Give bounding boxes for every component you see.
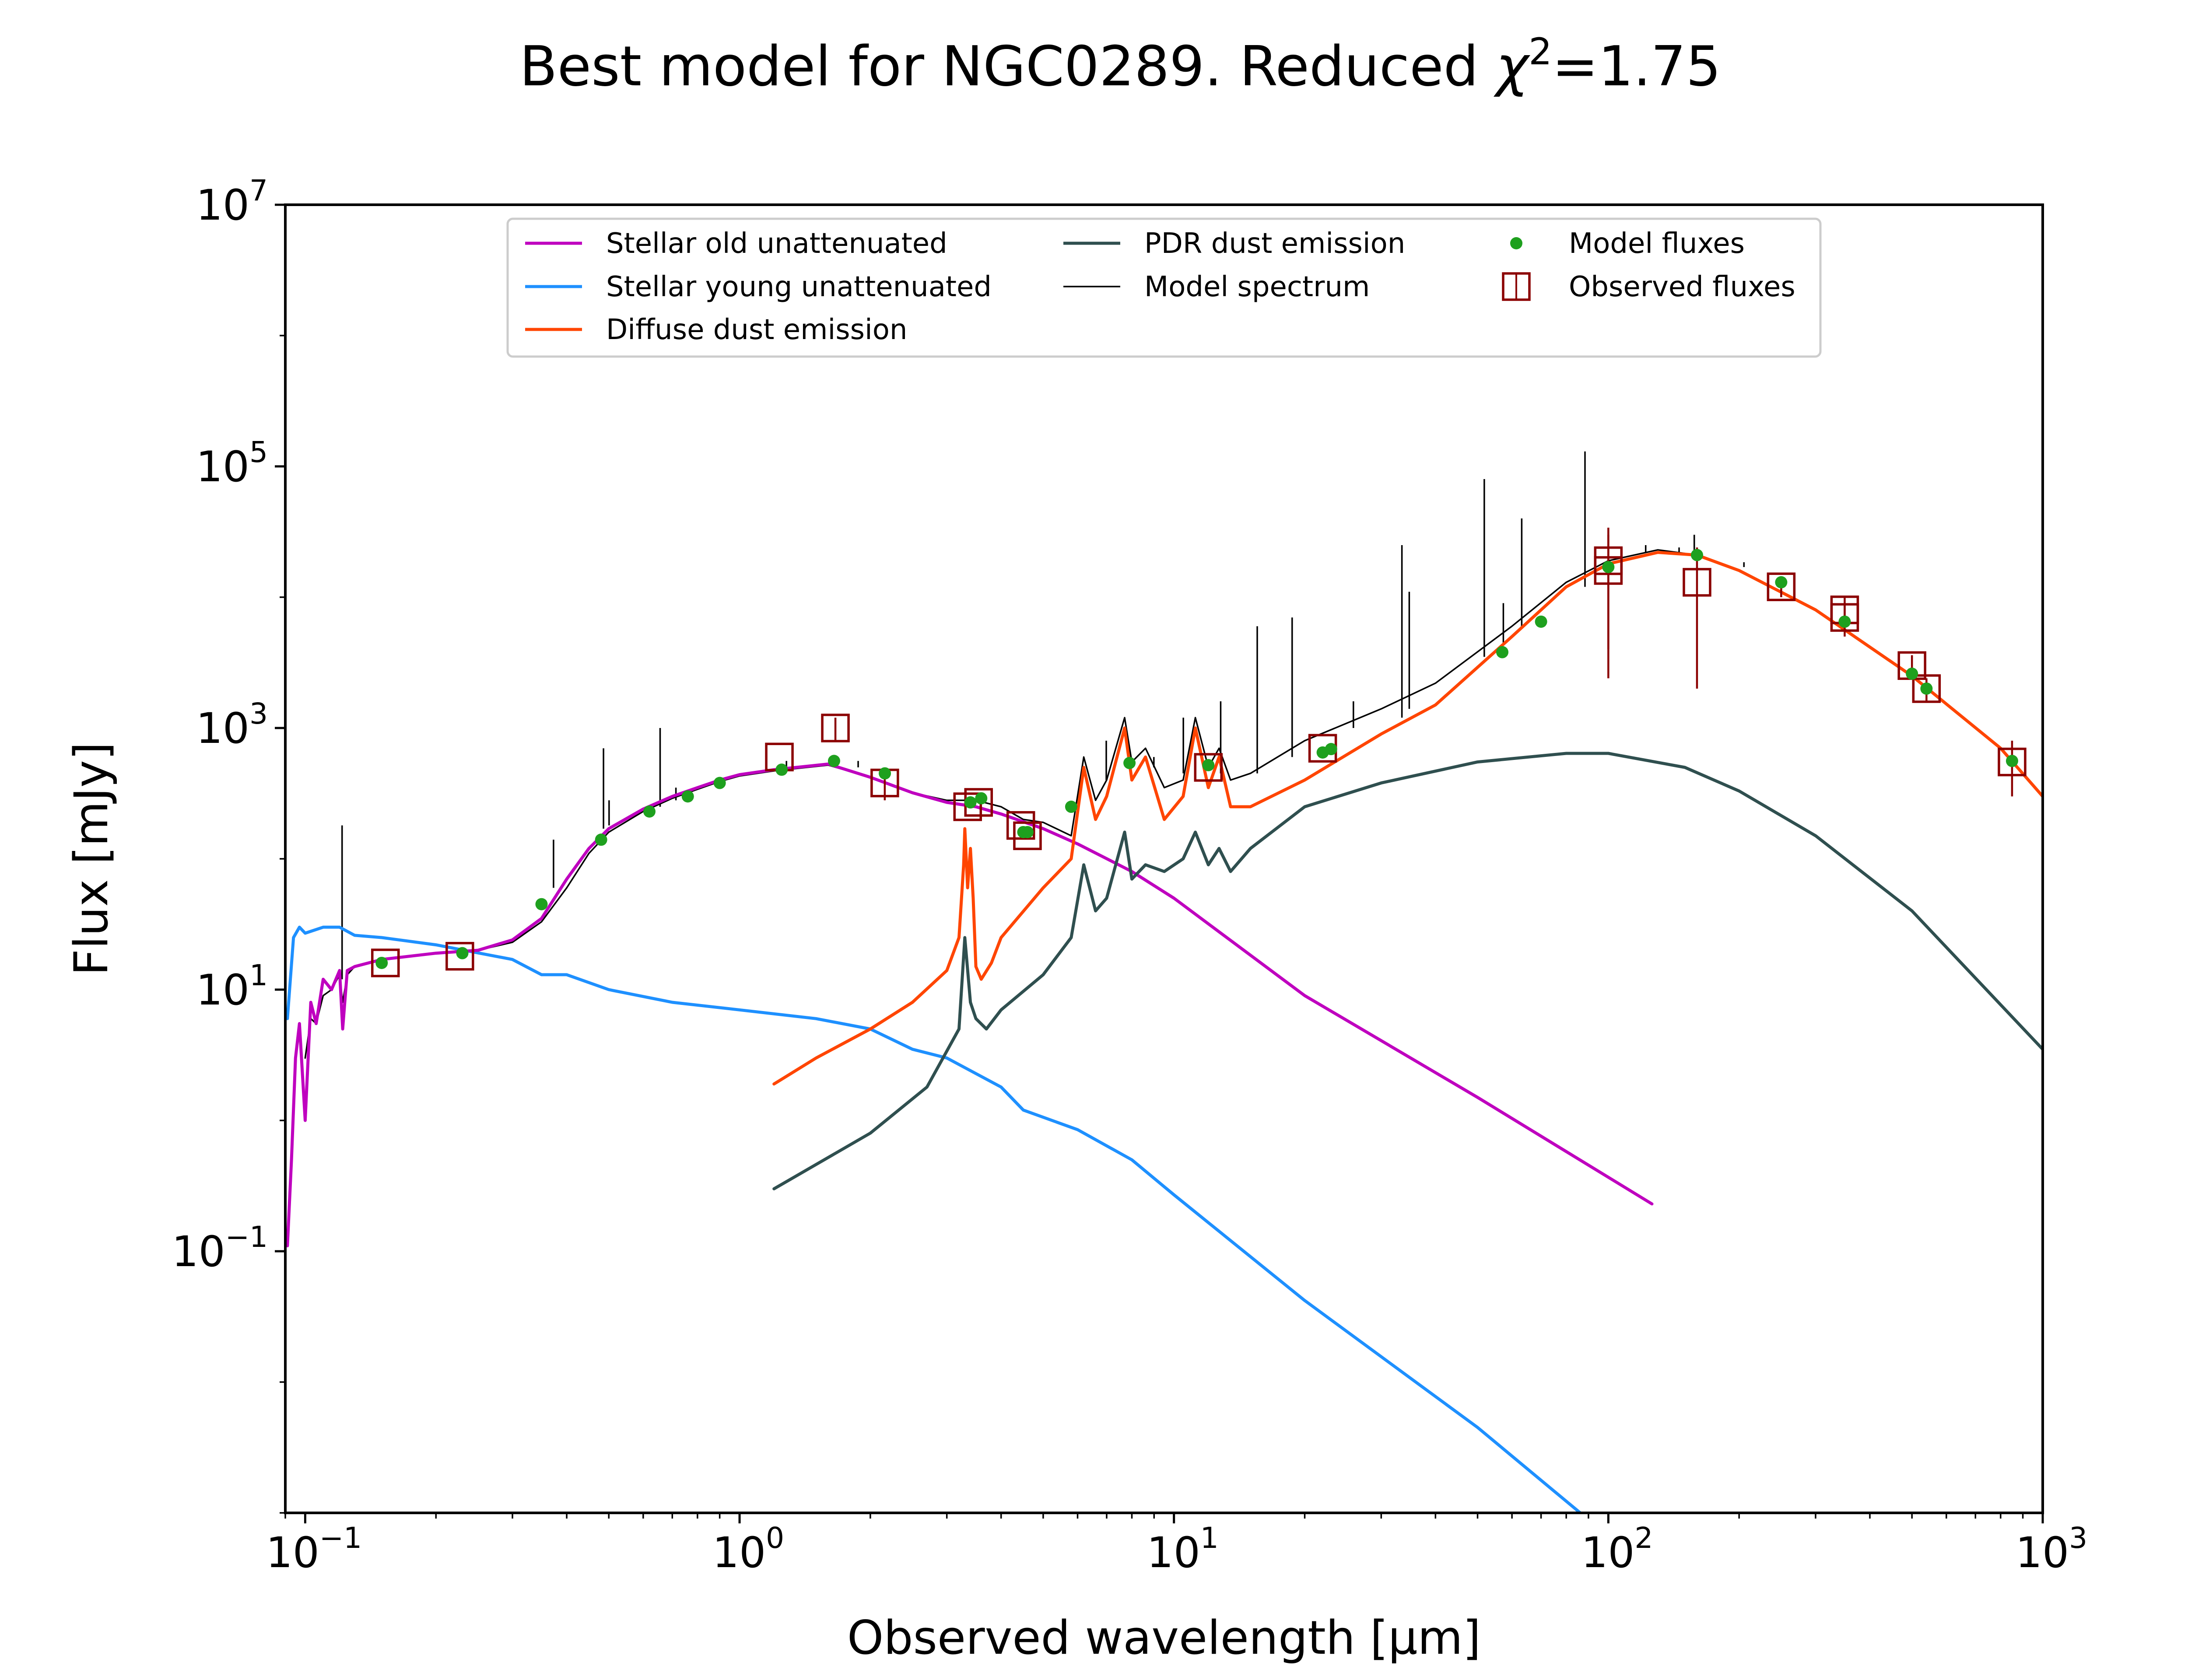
model-flux-point bbox=[2006, 755, 2018, 767]
chart-title: Best model for NGC0289. Reduced χ2=1.75 bbox=[519, 30, 1721, 98]
title-sup: 2 bbox=[1529, 30, 1552, 73]
model-flux-point bbox=[1535, 615, 1547, 628]
observed-flux-point bbox=[1194, 753, 1223, 782]
model-flux-point bbox=[879, 767, 891, 780]
legend-label: Stellar young unattenuated bbox=[606, 271, 992, 303]
model-flux-point bbox=[1021, 826, 1034, 838]
y-tick-label: 105 bbox=[196, 435, 268, 491]
model-flux-point bbox=[1838, 615, 1851, 628]
legend-entry-model: Model spectrum bbox=[1063, 271, 1370, 303]
legend-label: Model spectrum bbox=[1144, 271, 1370, 303]
observed-flux-point bbox=[1998, 740, 2027, 797]
model-flux-point bbox=[828, 755, 840, 767]
model-flux-point bbox=[1325, 743, 1337, 756]
legend-entry-old: Stellar old unattenuated bbox=[525, 228, 947, 260]
x-tick-label: 101 bbox=[1147, 1521, 1219, 1577]
legend-label: PDR dust emission bbox=[1144, 228, 1405, 260]
model-flux-point bbox=[456, 947, 469, 959]
model-flux-point bbox=[535, 898, 548, 910]
x-tick-label: 102 bbox=[1581, 1521, 1653, 1577]
legend-label: Diffuse dust emission bbox=[606, 314, 907, 346]
model-flux-point bbox=[964, 796, 977, 809]
model-flux-point bbox=[1920, 682, 1933, 695]
legend: Stellar old unattenuated Stellar young un… bbox=[506, 217, 1822, 358]
title-suffix: =1.75 bbox=[1552, 34, 1721, 98]
legend-box bbox=[506, 217, 1822, 358]
emission-lines bbox=[341, 451, 1745, 980]
observed-flux-point bbox=[371, 948, 400, 977]
legend-entry-pdr: PDR dust emission bbox=[1063, 228, 1405, 260]
model-flux-point bbox=[1690, 549, 1703, 561]
model-flux-point bbox=[1906, 667, 1918, 680]
series-pdr-line bbox=[772, 752, 2043, 1190]
legend-label: Model fluxes bbox=[1569, 228, 1745, 260]
model-flux-point bbox=[975, 792, 988, 805]
y-axis-label: Flux [mJy] bbox=[64, 742, 118, 976]
model-flux-point bbox=[775, 763, 788, 776]
model-flux-point bbox=[1202, 759, 1215, 771]
legend-entry-young: Stellar young unattenuated bbox=[525, 271, 992, 303]
legend-entry-observed: Observed fluxes bbox=[1502, 271, 1795, 303]
model-flux-point bbox=[713, 777, 726, 789]
legend-label: Observed fluxes bbox=[1569, 271, 1795, 303]
model-flux-point bbox=[1496, 646, 1509, 658]
observed-flux-point bbox=[1013, 821, 1042, 850]
model-flux-point bbox=[1065, 801, 1077, 813]
observed-flux-point bbox=[953, 792, 982, 821]
model-flux-point bbox=[595, 833, 607, 846]
title-prefix: Best model for NGC0289. Reduced bbox=[519, 34, 1496, 98]
y-axis-ticks: 10−1 101 103 105 107 bbox=[172, 174, 285, 1514]
plot-area bbox=[286, 451, 2043, 1513]
model-flux-point bbox=[1123, 757, 1136, 770]
x-tick-label: 100 bbox=[712, 1521, 784, 1577]
observed-flux-point bbox=[1683, 547, 1711, 689]
legend-entry-model_fluxes: Model fluxes bbox=[1510, 228, 1745, 260]
observed-flux-point bbox=[445, 942, 474, 971]
model-flux-point bbox=[375, 956, 388, 969]
legend-entry-diffuse: Diffuse dust emission bbox=[525, 314, 907, 346]
observed-flux-point bbox=[821, 714, 850, 742]
y-tick-label: 107 bbox=[196, 174, 268, 230]
y-tick-label: 101 bbox=[196, 959, 268, 1015]
title-chi: χ bbox=[1494, 34, 1531, 98]
y-tick-label: 103 bbox=[196, 697, 268, 753]
y-tick-label: 10−1 bbox=[172, 1220, 268, 1276]
observed-flux-point bbox=[1006, 811, 1035, 840]
model-flux-point bbox=[1775, 576, 1788, 588]
x-axis-label: Observed wavelength [μm] bbox=[847, 1611, 1481, 1665]
model-flux-point bbox=[643, 805, 656, 818]
legend-label: Stellar old unattenuated bbox=[606, 228, 947, 260]
model-flux-point bbox=[681, 790, 694, 803]
x-axis-ticks: 10−1 100 101 102 103 bbox=[266, 1513, 2087, 1577]
series-young-line bbox=[286, 925, 1583, 1513]
x-tick-label: 10−1 bbox=[266, 1521, 362, 1577]
observed-flux-point bbox=[1594, 528, 1623, 649]
model-flux-point bbox=[1602, 561, 1615, 574]
x-tick-label: 103 bbox=[2016, 1521, 2087, 1577]
model-fluxes bbox=[375, 549, 2018, 969]
